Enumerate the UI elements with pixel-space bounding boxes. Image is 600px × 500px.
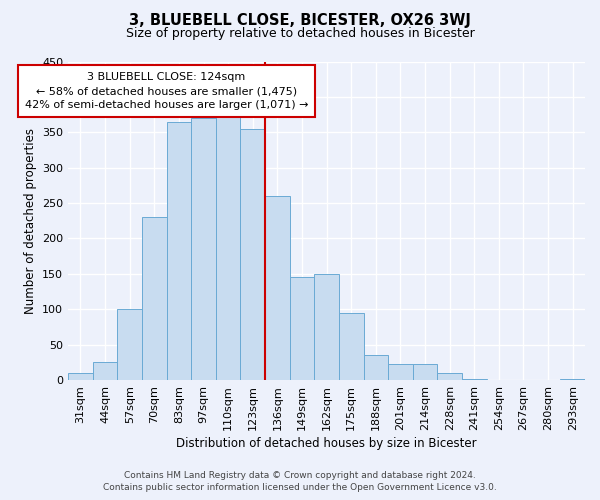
- Text: 3, BLUEBELL CLOSE, BICESTER, OX26 3WJ: 3, BLUEBELL CLOSE, BICESTER, OX26 3WJ: [129, 12, 471, 28]
- Bar: [413, 364, 437, 380]
- Bar: [314, 274, 339, 380]
- Bar: [560, 378, 585, 380]
- Bar: [191, 118, 216, 380]
- Bar: [93, 362, 118, 380]
- Bar: [462, 378, 487, 380]
- Bar: [265, 196, 290, 380]
- Bar: [142, 217, 167, 380]
- Text: 3 BLUEBELL CLOSE: 124sqm
← 58% of detached houses are smaller (1,475)
42% of sem: 3 BLUEBELL CLOSE: 124sqm ← 58% of detach…: [25, 72, 308, 110]
- Bar: [339, 313, 364, 380]
- Text: Size of property relative to detached houses in Bicester: Size of property relative to detached ho…: [125, 28, 475, 40]
- X-axis label: Distribution of detached houses by size in Bicester: Distribution of detached houses by size …: [176, 437, 477, 450]
- Bar: [364, 356, 388, 380]
- Bar: [167, 122, 191, 380]
- Bar: [118, 310, 142, 380]
- Bar: [290, 278, 314, 380]
- Bar: [388, 364, 413, 380]
- Bar: [241, 129, 265, 380]
- Bar: [437, 373, 462, 380]
- Y-axis label: Number of detached properties: Number of detached properties: [23, 128, 37, 314]
- Text: Contains HM Land Registry data © Crown copyright and database right 2024.
Contai: Contains HM Land Registry data © Crown c…: [103, 471, 497, 492]
- Bar: [216, 114, 241, 380]
- Bar: [68, 373, 93, 380]
